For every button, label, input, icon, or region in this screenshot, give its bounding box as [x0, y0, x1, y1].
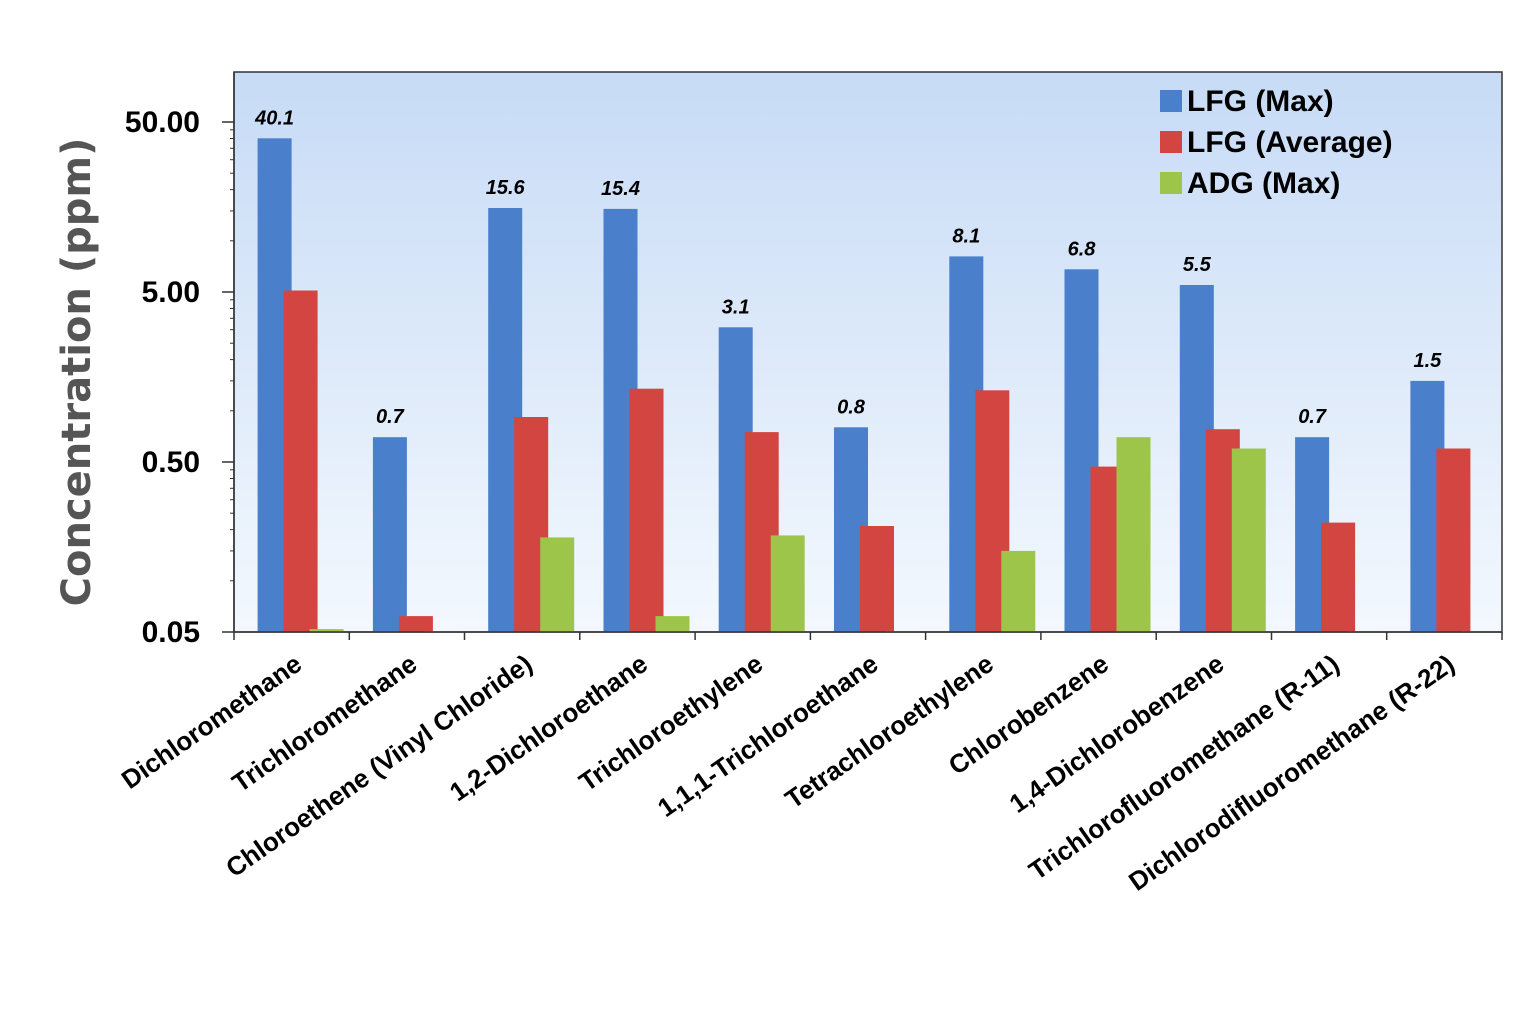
y-axis-label: Concentration (ppm) — [54, 138, 100, 607]
x-axis: DichloromethaneTrichloromethaneChloroeth… — [116, 631, 1503, 897]
x-category-label: Trichloromethane — [226, 648, 422, 798]
legend: LFG (Max) LFG (Average) ADG (Max) — [1160, 85, 1393, 200]
bar — [1231, 448, 1266, 632]
bar — [309, 629, 344, 632]
bar — [540, 537, 575, 632]
data-labels-layer: 40.1 0.7 15.6 15.4 3.1 0.8 8.1 6.8 5.5 0.7 1.5 — [254, 107, 1442, 428]
bar — [398, 616, 433, 632]
data-label: 3.1 — [722, 296, 750, 318]
data-label: 15.4 — [601, 178, 640, 200]
data-label: 8.1 — [952, 225, 980, 247]
legend-label: LFG (Average) — [1187, 126, 1393, 159]
legend-label: LFG (Max) — [1187, 85, 1334, 118]
bar — [770, 535, 805, 632]
x-category-label: 1,4-Dichlorobenzene — [1004, 648, 1230, 818]
data-label: 0.7 — [1298, 406, 1327, 428]
x-category-label: 1,2-Dichloroethane — [444, 648, 653, 807]
data-label: 1.5 — [1413, 350, 1442, 372]
bar — [629, 388, 664, 632]
x-category-label: Tetrachloroethylene — [780, 648, 999, 814]
bar — [655, 616, 690, 632]
x-category-label: 1,1,1-Trichloroethane — [652, 648, 883, 823]
y-tick-label: 5.00 — [142, 276, 200, 309]
data-label: 15.6 — [486, 177, 526, 199]
bar — [1001, 550, 1036, 632]
y-tick-label: 0.05 — [142, 616, 200, 649]
data-label: 40.1 — [254, 107, 294, 129]
data-label: 5.5 — [1183, 254, 1212, 276]
bar — [1436, 448, 1471, 632]
legend-swatch — [1160, 172, 1182, 194]
legend-label: ADG (Max) — [1187, 167, 1340, 200]
y-axis: 0.05 0.50 5.00 50.00 — [125, 72, 235, 649]
data-label: 0.8 — [837, 396, 866, 418]
bar — [1116, 437, 1151, 632]
data-label: 6.8 — [1068, 238, 1097, 260]
y-tick-label: 0.50 — [142, 446, 200, 479]
bar — [372, 437, 407, 632]
legend-swatch — [1160, 90, 1182, 112]
data-label: 0.7 — [376, 406, 405, 428]
bar — [860, 526, 894, 632]
y-tick-label: 50.00 — [125, 106, 200, 139]
bar — [283, 290, 318, 632]
legend-swatch — [1160, 131, 1182, 153]
bar — [1321, 522, 1356, 632]
bars-layer — [257, 138, 1497, 633]
